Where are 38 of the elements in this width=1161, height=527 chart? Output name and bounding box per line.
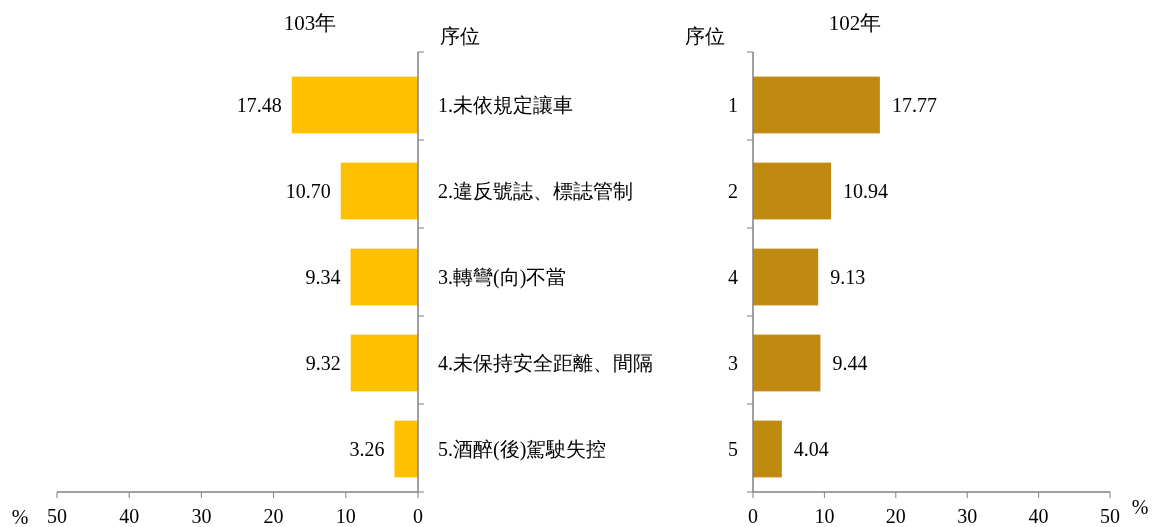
chart-title: 102年 xyxy=(828,11,882,35)
data-label: 4.04 xyxy=(793,438,829,460)
x-tick-label: 30 xyxy=(191,505,212,527)
x-tick-label: 50 xyxy=(1100,505,1120,527)
y-axis-title: 序位 xyxy=(440,25,480,47)
y-tick-label: 4.未保持安全距離、間隔 xyxy=(438,352,653,374)
x-axis-title: % xyxy=(1131,496,1149,518)
x-tick-label: 0 xyxy=(413,505,423,527)
x-axis-title: % xyxy=(11,506,29,527)
y-tick-label: 1 xyxy=(728,94,738,116)
y-tick-label: 5 xyxy=(728,438,738,460)
y-tick-label: 3 xyxy=(728,352,738,374)
y-tick-label: 5.酒醉(後)駕駛失控 xyxy=(438,438,607,461)
data-label: 10.70 xyxy=(285,180,331,202)
y-tick-label: 3.轉彎(向)不當 xyxy=(438,266,567,289)
x-tick-label: 20 xyxy=(885,505,906,527)
x-tick-label: 50 xyxy=(47,505,67,527)
y-tick-label: 2 xyxy=(728,180,738,202)
x-tick-label: 0 xyxy=(748,505,758,527)
data-label: 9.34 xyxy=(305,266,341,288)
data-label: 17.48 xyxy=(236,94,282,116)
y-tick-label: 4 xyxy=(728,266,738,288)
data-label: 9.32 xyxy=(305,352,341,374)
data-label: 10.94 xyxy=(843,180,889,202)
data-label: 9.13 xyxy=(830,266,866,288)
y-tick-label: 1.未依規定讓車 xyxy=(438,94,573,116)
data-label: 9.44 xyxy=(832,352,868,374)
x-tick-label: 40 xyxy=(119,505,140,527)
y-axis-title: 序位 xyxy=(685,25,725,47)
x-tick-label: 40 xyxy=(1028,505,1049,527)
data-label: 17.77 xyxy=(891,94,937,116)
chart-title: 103年 xyxy=(283,11,337,35)
y-tick-label: 2.違反號誌、標誌管制 xyxy=(438,180,633,202)
x-tick-label: 10 xyxy=(335,505,356,527)
x-tick-label: 10 xyxy=(814,505,835,527)
data-label: 3.26 xyxy=(349,438,385,460)
x-tick-label: 20 xyxy=(263,505,284,527)
x-tick-label: 30 xyxy=(957,505,978,527)
